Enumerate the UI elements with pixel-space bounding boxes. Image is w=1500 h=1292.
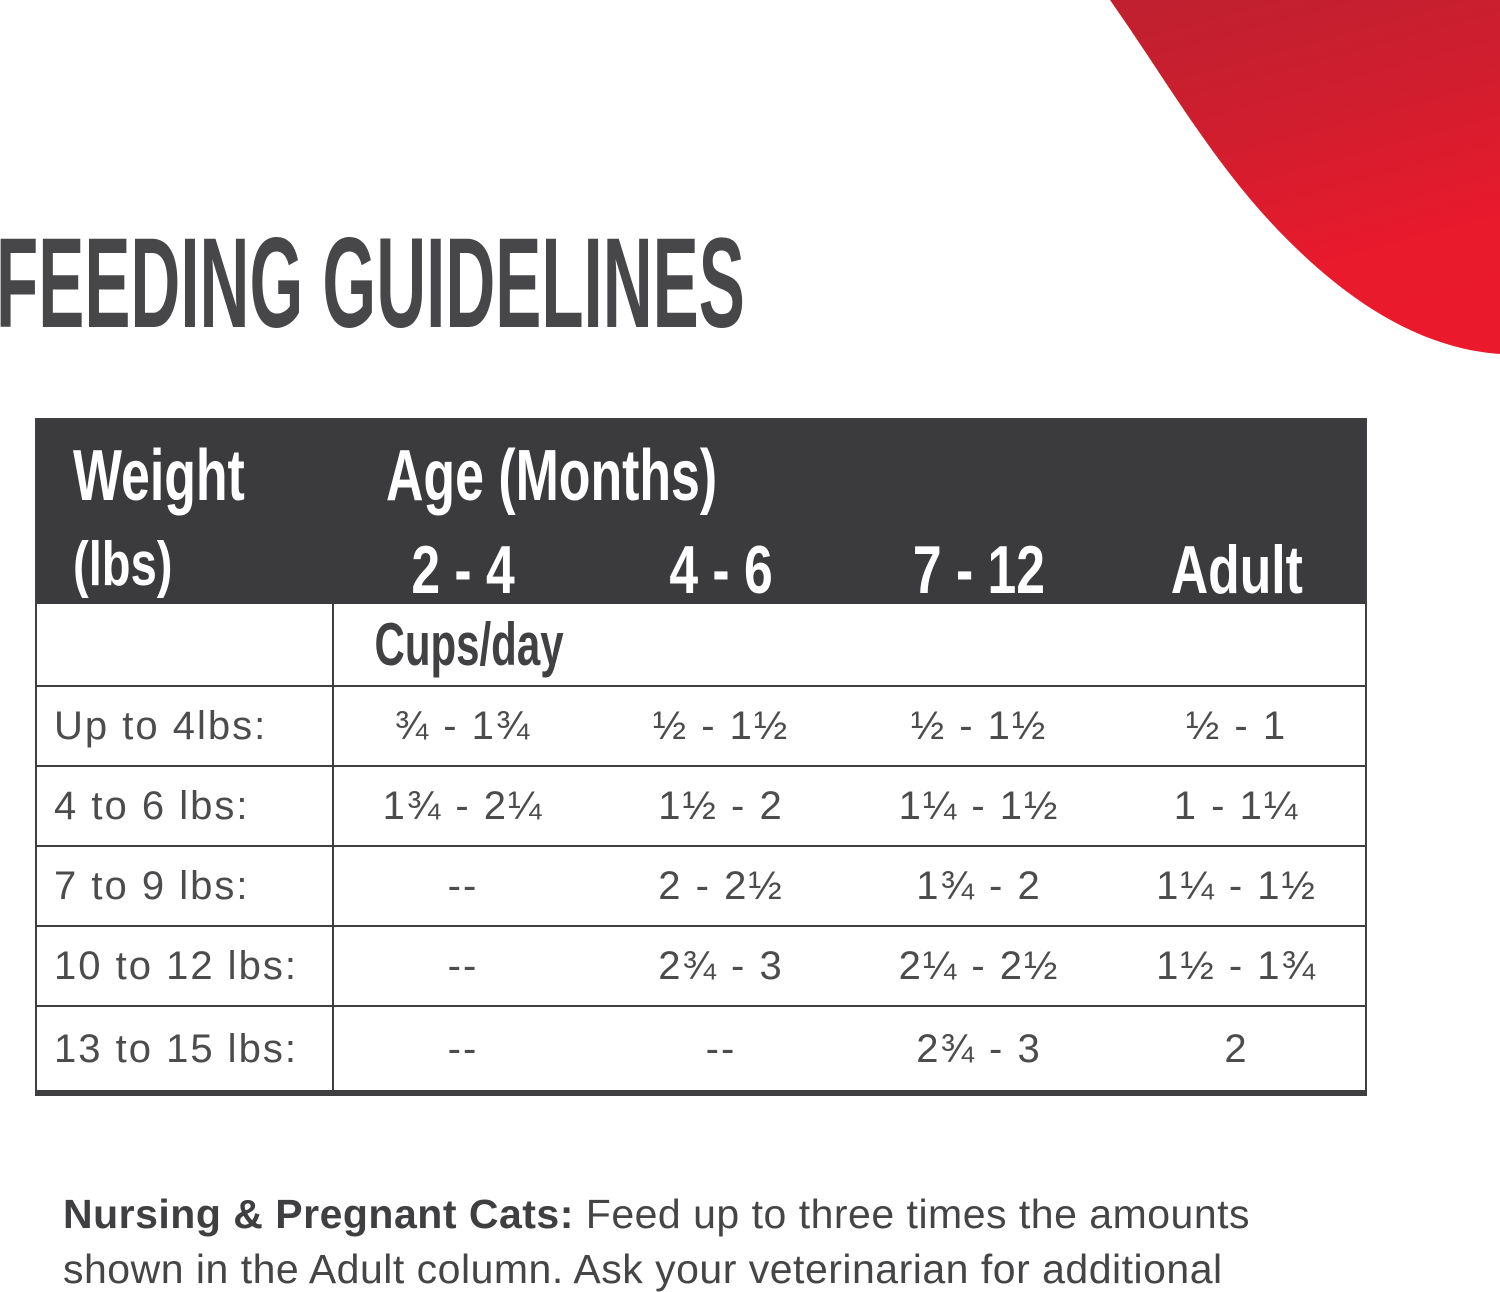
table-row: 4 to 6 lbs: 1¾ - 2¼ 1½ - 2 1¼ - 1½ 1 - 1… <box>37 767 1365 847</box>
units-row: Cups/day <box>37 604 1365 687</box>
footnote-line1: Feed up to three times the amounts <box>573 1191 1251 1237</box>
cell-value: 1¾ - 2 <box>916 864 1042 908</box>
cell-value: 1¾ - 2¼ <box>382 784 544 828</box>
cell-value: -- <box>447 1026 479 1071</box>
cell-value: ½ - 1½ <box>910 704 1048 748</box>
footnote-bold-label: Nursing & Pregnant Cats: <box>63 1191 574 1237</box>
age-col-4-6: 4 - 6 <box>669 532 773 608</box>
page-title-text: FEEDING GUIDELINES <box>0 211 745 355</box>
cell-value: ¾ - 1¾ <box>394 704 532 748</box>
page-title: FEEDING GUIDELINES <box>0 211 1383 355</box>
red-swoosh-graphic <box>1110 0 1500 354</box>
cell-value: 1½ - 1¾ <box>1156 944 1317 988</box>
cell-value: 2¾ - 3 <box>916 1026 1042 1071</box>
weight-column-header: Weight (lbs) <box>37 420 334 604</box>
age-header-label: Age (Months) <box>386 436 718 516</box>
row-weight-label: Up to 4lbs: <box>54 704 268 748</box>
cell-value: ½ - 1 <box>1185 704 1288 748</box>
cell-value: 2¾ - 3 <box>658 944 784 988</box>
row-weight-label: 7 to 9 lbs: <box>54 864 250 908</box>
row-weight-label: 13 to 15 lbs: <box>54 1026 298 1071</box>
cell-value: 1 - 1¼ <box>1173 784 1300 828</box>
weight-header-label: Weight <box>73 436 245 516</box>
table-row: 13 to 15 lbs: -- -- 2¾ - 3 2 <box>37 1007 1365 1090</box>
cell-value: 2 - 2½ <box>658 864 784 908</box>
cell-value: 2 <box>1224 1026 1249 1071</box>
footnote-line2: shown in the Adult column. Ask your vete… <box>63 1246 1223 1292</box>
cell-value: 2¼ - 2½ <box>898 944 1060 988</box>
cell-value: -- <box>447 944 479 988</box>
age-col-adult: Adult <box>1170 532 1303 608</box>
cell-value: 1½ - 2 <box>658 784 784 828</box>
table-row: Up to 4lbs: ¾ - 1¾ ½ - 1½ ½ - 1½ ½ - 1 <box>37 687 1365 767</box>
row-weight-label: 4 to 6 lbs: <box>54 784 250 828</box>
cell-value: 1¼ - 1½ <box>898 784 1060 828</box>
weight-unit-label: (lbs) <box>73 530 173 599</box>
cell-value: ½ - 1½ <box>652 704 790 748</box>
age-col-7-12: 7 - 12 <box>912 532 1046 608</box>
units-label: Cups/day <box>374 610 564 678</box>
cell-value: -- <box>705 1026 737 1071</box>
age-columns-header: Age (Months) 2 - 4 4 - 6 7 - 12 Adult <box>334 420 1365 604</box>
cell-value: 1¼ - 1½ <box>1156 864 1317 908</box>
row-weight-label: 10 to 12 lbs: <box>54 944 298 988</box>
table-row: 7 to 9 lbs: -- 2 - 2½ 1¾ - 2 1¼ - 1½ <box>37 847 1365 927</box>
feeding-guidelines-table: Weight (lbs) Age (Months) 2 - 4 4 - 6 7 … <box>35 418 1367 1096</box>
cell-value: -- <box>447 864 479 908</box>
age-range-labels: 2 - 4 4 - 6 7 - 12 Adult <box>334 536 1365 604</box>
nursing-pregnant-footnote: Nursing & Pregnant Cats: Feed up to thre… <box>63 1187 1393 1292</box>
age-col-2-4: 2 - 4 <box>411 532 515 608</box>
units-row-empty-cell <box>37 604 334 685</box>
table-header: Weight (lbs) Age (Months) 2 - 4 4 - 6 7 … <box>37 420 1365 604</box>
table-row: 10 to 12 lbs: -- 2¾ - 3 2¼ - 2½ 1½ - 1¾ <box>37 927 1365 1007</box>
